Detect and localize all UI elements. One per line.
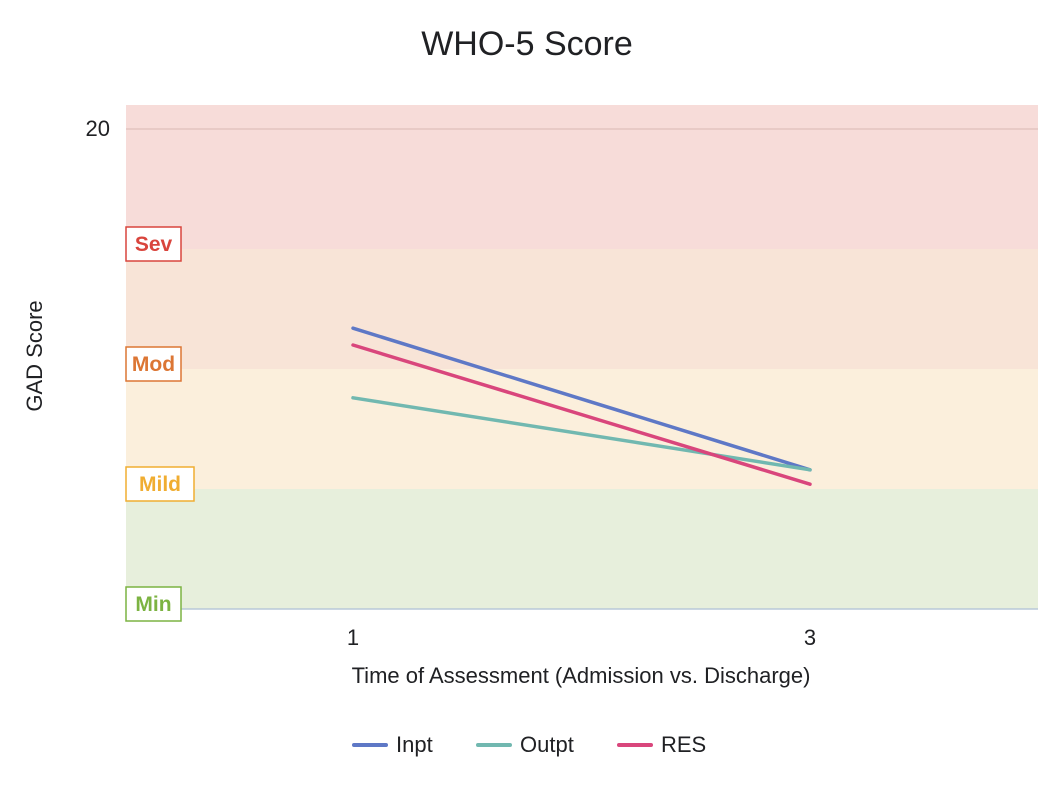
band-label-mod: Mod	[125, 346, 182, 382]
y-axis-label: GAD Score	[22, 300, 47, 411]
band-sev	[126, 105, 1038, 249]
y-tick-label: 20	[86, 116, 110, 141]
series-line-outpt	[351, 396, 812, 472]
svg-text:Mild: Mild	[139, 473, 181, 496]
series-lines	[351, 326, 812, 486]
svg-text:Inpt: Inpt	[396, 732, 433, 757]
y-axis-ticks: 20	[86, 116, 110, 141]
legend: Inpt Outpt RES	[352, 732, 706, 757]
svg-text:Min: Min	[135, 593, 171, 616]
svg-text:Mod: Mod	[132, 353, 175, 376]
svg-text:RES: RES	[661, 732, 706, 757]
band-min	[126, 489, 1038, 609]
svg-text:Outpt: Outpt	[520, 732, 574, 757]
x-tick-label: 3	[804, 625, 816, 650]
band-mod	[126, 249, 1038, 369]
band-label-sev: Sev	[125, 226, 182, 262]
series-line-res	[351, 343, 812, 486]
x-tick-label: 1	[347, 625, 359, 650]
series-line-inpt	[351, 326, 812, 472]
x-axis-label: Time of Assessment (Admission vs. Discha…	[352, 663, 811, 688]
svg-text:Sev: Sev	[135, 233, 173, 256]
chart-title: WHO-5 Score	[421, 25, 633, 63]
severity-bands	[126, 105, 1038, 609]
band-label-mild: Mild	[125, 466, 195, 502]
grid-lines	[126, 128, 1038, 610]
band-label-min: Min	[125, 586, 182, 622]
legend-item-inpt: Inpt	[352, 732, 433, 757]
band-mild	[126, 369, 1038, 489]
band-labels: Min Mild Mod Sev	[125, 226, 195, 622]
legend-item-res: RES	[617, 732, 706, 757]
legend-item-outpt: Outpt	[476, 732, 574, 757]
